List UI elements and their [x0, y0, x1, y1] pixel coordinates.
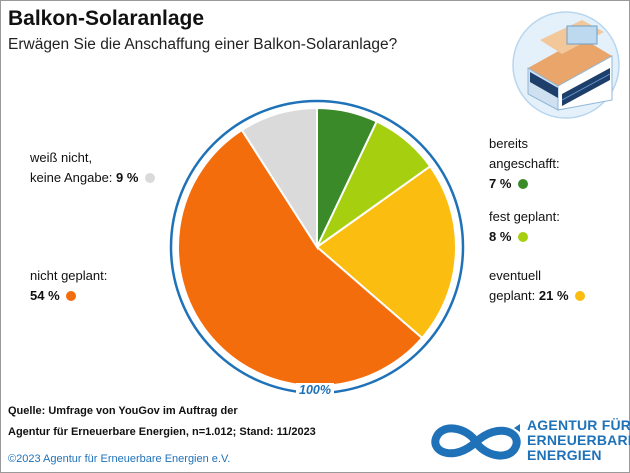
legend-dot: [145, 173, 156, 183]
logo-line: ERNEUERBARE: [527, 432, 630, 448]
chart-title: Balkon-Solaranlage: [8, 7, 205, 30]
slice-label-text: weiß nicht,: [30, 150, 93, 165]
logo-line: AGENTUR FÜR: [527, 417, 630, 433]
source-line: Quelle: Umfrage von YouGov im Auftrag de…: [8, 405, 238, 417]
source-line: Agentur für Erneuerbare Energien, n=1.01…: [8, 426, 316, 438]
pie-slices: [177, 106, 457, 387]
slice-label-fest-geplant: fest geplant: 8 %: [489, 207, 560, 247]
slice-value: 21 %: [538, 288, 569, 303]
slice-label-eventuell-geplant: eventuell geplant: 21 %: [489, 266, 586, 306]
legend-dot: [575, 291, 586, 301]
slice-label-text: fest geplant:: [489, 209, 560, 224]
slice-value: 54 %: [30, 288, 60, 303]
organization-logo-text: AGENTUR FÜR ERNEUERBARE ENERGIEN: [527, 418, 630, 463]
balcony-house-icon: [512, 11, 620, 119]
source-note: Quelle: Umfrage von YouGov im Auftrag de…: [8, 401, 316, 443]
pie-slice-3: [177, 128, 424, 387]
slice-value: 8 %: [489, 229, 512, 244]
slice-value: 7 %: [489, 176, 512, 191]
slice-label-text: eventuell: [489, 268, 542, 283]
slice-label-text: bereits: [489, 136, 529, 151]
slice-label-text: angeschafft:: [489, 156, 560, 171]
infinity-logo-icon: [431, 424, 521, 460]
slice-label-bereits-angeschafft: bereits angeschafft: 7 %: [489, 134, 560, 194]
legend-dot: [518, 179, 529, 189]
slice-label-nicht-geplant: nicht geplant: 54 %: [30, 266, 107, 306]
slice-value: 9 %: [116, 170, 139, 185]
chart-subtitle: Erwägen Sie die Anschaffung einer Balkon…: [8, 36, 398, 53]
pie-total-label: 100%: [296, 383, 334, 397]
slice-label-text: geplant:: [489, 288, 536, 303]
legend-dot: [66, 291, 77, 301]
slice-label-text: keine Angabe:: [30, 170, 113, 185]
pie-slice-4: [240, 106, 318, 251]
logo-line: ENERGIEN: [527, 447, 602, 463]
slice-label-text: nicht geplant:: [30, 268, 108, 283]
pie-slice-2: [315, 164, 457, 340]
slice-label-weiss-nicht: weiß nicht, keine Angabe: 9 %: [30, 148, 156, 188]
legend-dot: [518, 232, 529, 242]
copyright-note: ©2023 Agentur für Erneuerbare Energien e…: [8, 453, 231, 465]
